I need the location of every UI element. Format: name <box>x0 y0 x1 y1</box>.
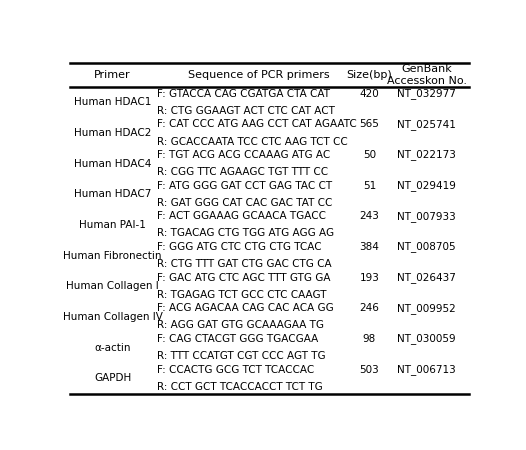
Text: F: TGT ACG ACG CCAAAG ATG AC: F: TGT ACG ACG CCAAAG ATG AC <box>157 150 331 160</box>
Text: 420: 420 <box>360 89 379 99</box>
Text: NT_029419: NT_029419 <box>397 180 456 191</box>
Text: NT_009952: NT_009952 <box>397 303 456 314</box>
Text: Human HDAC4: Human HDAC4 <box>74 158 151 169</box>
Text: 565: 565 <box>359 119 379 129</box>
Text: R: CTG TTT GAT CTG GAC CTG CA: R: CTG TTT GAT CTG GAC CTG CA <box>157 259 332 269</box>
Text: NT_022173: NT_022173 <box>397 149 456 161</box>
Text: R: CGG TTC AGAAGC TGT TTT CC: R: CGG TTC AGAAGC TGT TTT CC <box>157 167 329 177</box>
Text: R: CTG GGAAGT ACT CTC CAT ACT: R: CTG GGAAGT ACT CTC CAT ACT <box>157 106 336 116</box>
Text: NT_008705: NT_008705 <box>397 242 456 252</box>
Text: Human HDAC2: Human HDAC2 <box>74 128 151 138</box>
Text: R: TGAGAG TCT GCC CTC CAAGT: R: TGAGAG TCT GCC CTC CAAGT <box>157 290 327 300</box>
Text: Human Fibronectin: Human Fibronectin <box>63 251 162 261</box>
Text: 50: 50 <box>363 150 376 160</box>
Text: NT_006713: NT_006713 <box>397 364 456 375</box>
Text: 193: 193 <box>359 273 379 283</box>
Text: Human Collagen IV: Human Collagen IV <box>63 312 163 322</box>
Text: 51: 51 <box>363 180 376 191</box>
Text: R: GAT GGG CAT CAC GAC TAT CC: R: GAT GGG CAT CAC GAC TAT CC <box>157 198 333 208</box>
Text: NT_032977: NT_032977 <box>397 88 456 99</box>
Text: NT_026437: NT_026437 <box>397 272 456 283</box>
Text: NT_030059: NT_030059 <box>397 333 456 344</box>
Text: Human HDAC1: Human HDAC1 <box>74 97 151 107</box>
Text: F: GGG ATG CTC CTG CTG TCAC: F: GGG ATG CTC CTG CTG TCAC <box>157 242 322 252</box>
Text: GenBank
Accesskon No.: GenBank Accesskon No. <box>387 63 467 86</box>
Text: F: ACT GGAAAG GCAACA TGACC: F: ACT GGAAAG GCAACA TGACC <box>157 212 327 221</box>
Text: R: GCACCAATA TCC CTC AAG TCT CC: R: GCACCAATA TCC CTC AAG TCT CC <box>157 136 348 147</box>
Text: 503: 503 <box>360 364 379 375</box>
Text: Primer: Primer <box>94 70 131 80</box>
Text: Size(bp): Size(bp) <box>347 70 392 80</box>
Text: F: CAG CTACGT GGG TGACGAA: F: CAG CTACGT GGG TGACGAA <box>157 334 319 344</box>
Text: 98: 98 <box>363 334 376 344</box>
Text: F: ACG AGACAA CAG CAC ACA GG: F: ACG AGACAA CAG CAC ACA GG <box>157 303 334 313</box>
Text: R: TGACAG CTG TGG ATG AGG AG: R: TGACAG CTG TGG ATG AGG AG <box>157 229 335 238</box>
Text: F: CAT CCC ATG AAG CCT CAT AGAATC: F: CAT CCC ATG AAG CCT CAT AGAATC <box>157 119 357 129</box>
Text: 243: 243 <box>359 212 379 221</box>
Text: Human Collagen I: Human Collagen I <box>66 281 159 291</box>
Text: R: TTT CCATGT CGT CCC AGT TG: R: TTT CCATGT CGT CCC AGT TG <box>157 351 326 361</box>
Text: Human PAI-1: Human PAI-1 <box>79 220 146 230</box>
Text: GAPDH: GAPDH <box>94 373 132 383</box>
Text: 246: 246 <box>359 303 379 313</box>
Text: 384: 384 <box>359 242 379 252</box>
Text: NT_007933: NT_007933 <box>397 211 456 222</box>
Text: R: CCT GCT TCACCACCT TCT TG: R: CCT GCT TCACCACCT TCT TG <box>157 382 323 392</box>
Text: NT_025741: NT_025741 <box>397 119 456 130</box>
Text: F: CCACTG GCG TCT TCACCAC: F: CCACTG GCG TCT TCACCAC <box>157 364 315 375</box>
Text: Sequence of PCR primers: Sequence of PCR primers <box>188 70 329 80</box>
Text: F: ATG GGG GAT CCT GAG TAC CT: F: ATG GGG GAT CCT GAG TAC CT <box>157 180 332 191</box>
Text: Human HDAC7: Human HDAC7 <box>74 189 151 199</box>
Text: F: GTACCA CAG CGATGA CTA CAT: F: GTACCA CAG CGATGA CTA CAT <box>157 89 330 99</box>
Text: R: AGG GAT GTG GCAAAGAA TG: R: AGG GAT GTG GCAAAGAA TG <box>157 320 325 330</box>
Text: α-actin: α-actin <box>94 342 131 352</box>
Text: F: GAC ATG CTC AGC TTT GTG GA: F: GAC ATG CTC AGC TTT GTG GA <box>157 273 331 283</box>
